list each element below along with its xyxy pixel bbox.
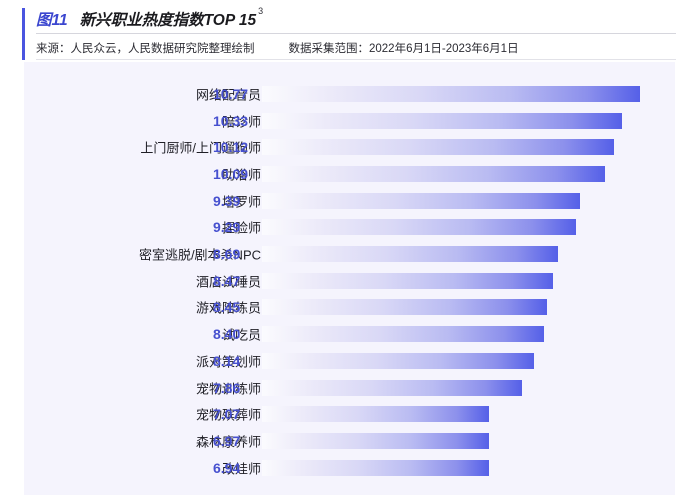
bar-rows: 网络配音员 10.77 陪诊师 10.33 上门厨师/上门遛狗师 10.12 助浴师 10.0… [24,62,675,495]
bar-value-label: 8.45 [213,299,241,316]
title-row: 图11 新兴职业热度指数TOP 153 [36,6,263,30]
bar-category-label: 试吃员 [221,327,261,343]
bar-category-label: 捏脸师 [221,220,261,236]
bar [262,406,489,423]
table-row[interactable]: 派对策划师 8.14 [24,348,675,375]
bar [262,299,547,316]
bar-value-label: 8.14 [213,352,241,369]
bar [262,272,553,289]
page-title-text: 新兴职业热度指数TOP 15 [79,12,257,30]
bar-category-label: 上门厨师/上门遛狗师 [140,140,261,156]
bar [262,219,576,236]
header-divider-bottom [36,59,676,60]
bar-category-label: 宠物殡葬师 [195,407,261,423]
bar-category-label: 密室逃脱/剧本杀NPC [138,247,261,263]
table-row[interactable]: 塔罗师 9.39 [24,187,675,214]
collection-range-label: 数据采集范围：2022年6月1日-2023年6月1日 [288,43,519,55]
bar-value-label: 6.97 [213,432,241,449]
bar [262,192,580,209]
bar [262,85,640,102]
bar [262,246,558,263]
title-footnote-marker: 3 [258,6,264,16]
table-row[interactable]: 陪诊师 10.33 [24,107,675,134]
figure-header: 图11 新兴职业热度指数TOP 153 来源：人民众云，人民数据研究院整理绘制 … [22,6,676,60]
table-row[interactable]: 密室逃脱/剧本杀NPC 8.69 [24,241,675,268]
bar-value-label: 10.12 [213,139,249,156]
bar-category-label: 酒店试睡员 [195,274,261,290]
bar-category-label: 网络配音员 [195,87,261,103]
table-row[interactable]: 宠物训练师 7.86 [24,374,675,401]
table-row[interactable]: 改娃师 6.94 [24,454,675,481]
page-title: 新兴职业热度指数TOP 153 [80,6,264,31]
bar [262,139,614,156]
bar [262,432,489,449]
source-row: 来源：人民众云，人民数据研究院整理绘制 数据采集范围：2022年6月1日-202… [36,39,519,57]
table-row[interactable]: 助浴师 10.09 [24,161,675,188]
table-row[interactable]: 宠物殡葬师 7.07 [24,401,675,428]
table-row[interactable]: 捏脸师 9.29 [24,214,675,241]
bar-value-label: 8.69 [213,246,241,263]
bar-value-label: 7.07 [213,406,241,423]
bar-value-label: 8.40 [213,326,241,343]
table-row[interactable]: 酒店试睡员 8.47 [24,267,675,294]
table-row[interactable]: 游戏陪练员 8.45 [24,294,675,321]
bar-value-label: 6.94 [213,459,241,476]
bar-category-label: 改娃师 [221,461,261,477]
table-row[interactable]: 试吃员 8.40 [24,321,675,348]
bar [262,459,489,476]
table-row[interactable]: 网络配音员 10.77 [24,81,675,108]
bar-value-label: 10.33 [213,112,249,129]
bar [262,112,622,129]
bar-value-label: 10.09 [213,165,249,182]
chart-panel: 网络配音员 10.77 陪诊师 10.33 上门厨师/上门遛狗师 10.12 助浴师 10.0… [24,62,675,495]
bar [262,165,605,182]
bar [262,352,534,369]
table-row[interactable]: 上门厨师/上门遛狗师 10.12 [24,134,675,161]
bar-category-label: 宠物训练师 [195,381,261,397]
bar-category-label: 森林康养师 [195,434,261,450]
bar-value-label: 7.86 [213,379,241,396]
bar [262,379,522,396]
source-label: 来源：人民众云，人民数据研究院整理绘制 [36,43,255,55]
bar-value-label: 9.29 [213,219,241,236]
bar-value-label: 9.39 [213,192,241,209]
bar [262,326,544,343]
bar-category-label: 助浴师 [221,167,261,183]
bar-category-label: 陪诊师 [221,114,261,130]
header-divider-top [36,33,676,34]
bar-category-label: 派对策划师 [195,354,261,370]
bar-category-label: 塔罗师 [221,194,261,210]
accent-bar-icon [22,8,25,60]
figure-tag: 图11 [36,12,68,30]
table-row[interactable]: 森林康养师 6.97 [24,428,675,455]
bar-value-label: 10.77 [213,85,249,102]
bar-value-label: 8.47 [213,272,241,289]
bar-category-label: 游戏陪练员 [195,300,261,316]
